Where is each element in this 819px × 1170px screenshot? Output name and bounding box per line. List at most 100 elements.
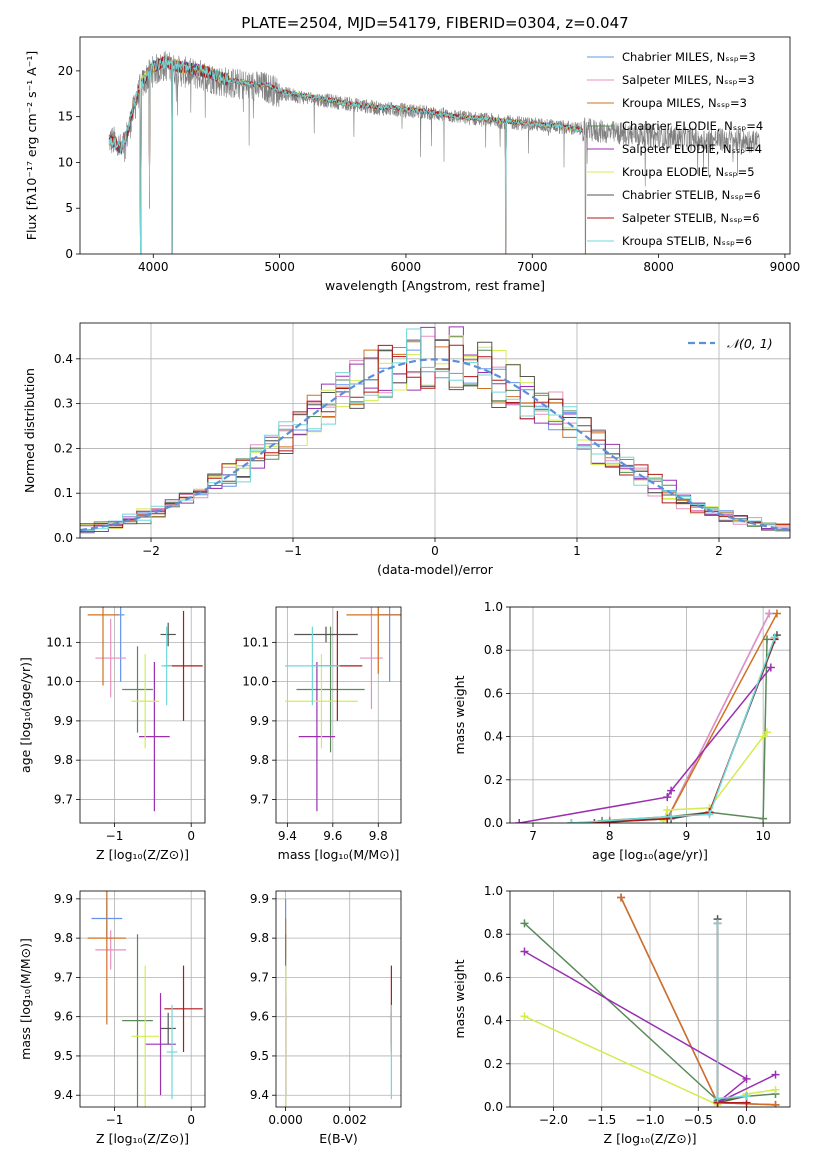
- y-tick-label: 10.1: [242, 635, 269, 649]
- weight-marker: [771, 1085, 780, 1094]
- weight-line: [571, 634, 778, 823]
- x-axis-label: Z [log₁₀(Z/Z⊙)]: [604, 1131, 697, 1146]
- weight-line: [716, 923, 747, 1100]
- legend-label: Salpeter STELIB, Nₛₛₚ=6: [622, 211, 760, 225]
- legend-label: Salpeter MILES, Nₛₛₚ=3: [622, 73, 755, 87]
- plot-area: [520, 893, 780, 1107]
- x-tick-label: 0: [187, 829, 195, 843]
- histogram-step: [80, 328, 790, 538]
- plot-area: [87, 607, 203, 812]
- x-axis-label: (data-model)/error: [377, 562, 494, 577]
- y-tick-label: 9.8: [54, 753, 73, 767]
- y-axis-label: Normed distribution: [22, 368, 37, 493]
- y-tick-label: 10.0: [46, 675, 73, 689]
- x-tick-label: −1: [284, 544, 302, 558]
- legend-label: Kroupa MILES, Nₛₛₚ=3: [622, 96, 747, 110]
- plot-area: [87, 891, 203, 1107]
- axes-frame: [275, 890, 402, 1108]
- y-axis-label: mass weight: [452, 675, 467, 754]
- weight-marker: [567, 819, 576, 823]
- plot-area: [515, 609, 781, 823]
- panel-mass-weight-vs-Z: −2.0 −1.5 −1.0 −0.5 0.0 0.0 0.2 0.4 0.6 0.8 1.0 Z […: [452, 884, 791, 1146]
- y-tick-label: 9.7: [250, 792, 269, 806]
- weight-line: [609, 613, 778, 822]
- y-tick-label: 5: [65, 201, 73, 215]
- y-tick-label: 9.6: [54, 1010, 73, 1024]
- x-tick-label: −1: [106, 829, 124, 843]
- x-tick-label: 0: [187, 1113, 195, 1127]
- weight-marker: [520, 947, 529, 956]
- y-tick-label: 9.7: [54, 970, 73, 984]
- legend-label: Kroupa STELIB, Nₛₛₚ=6: [622, 234, 752, 248]
- y-tick-label: 0.0: [484, 1100, 503, 1114]
- x-tick-label: 4000: [138, 260, 169, 274]
- y-tick-label: 0.2: [484, 1057, 503, 1071]
- x-tick-label: 0.002: [333, 1113, 367, 1127]
- y-axis-label: mass weight: [452, 959, 467, 1038]
- model-spectrum-line: [108, 56, 583, 254]
- weight-marker: [667, 786, 676, 795]
- weight-line: [662, 731, 768, 822]
- y-tick-label: 15: [58, 110, 73, 124]
- panel-spectrum: 4000 5000 6000 7000 8000 9000 0 5 10 15 20 waveleng…: [24, 36, 801, 293]
- y-tick-label: 20: [58, 64, 73, 78]
- x-tick-label: 1: [573, 544, 581, 558]
- y-tick-label: 9.9: [54, 714, 73, 728]
- y-tick-label: 0.8: [484, 927, 503, 941]
- legend-label: Kroupa ELODIE, Nₛₛₚ=5: [622, 165, 755, 179]
- weight-marker: [590, 819, 599, 823]
- y-axis-label: mass [log₁₀(M/M⊙)]: [18, 938, 33, 1060]
- x-axis-label: wavelength [Angstrom, rest frame]: [325, 278, 545, 293]
- x-tick-label: 8: [606, 829, 614, 843]
- weight-marker: [705, 810, 714, 819]
- grid: [80, 891, 205, 1107]
- weight-marker: [771, 1100, 780, 1107]
- y-tick-label: 1.0: [484, 600, 503, 614]
- weight-marker: [765, 609, 774, 618]
- panel-mass-vs-Z: −1 0 9.4 9.5 9.6 9.7 9.8 9.9 Z [log₁₀(Z/Z⊙)] mass…: [18, 890, 206, 1146]
- y-tick-label: 0.6: [484, 686, 503, 700]
- axes-frame: [79, 606, 206, 824]
- y-tick-label: 0: [65, 247, 73, 261]
- model-spectrum-line: [108, 56, 583, 254]
- weight-line: [523, 922, 776, 1102]
- y-tick-label: 0.2: [54, 441, 73, 455]
- y-tick-label: 1.0: [484, 884, 503, 898]
- x-tick-label: 5000: [264, 260, 295, 274]
- y-tick-label: 9.4: [54, 1088, 73, 1102]
- panel-mass-weight-vs-age: 7 8 9 10 0.0 0.2 0.4 0.6 0.8 1.0 age [log₁₀(age/yr…: [452, 600, 791, 862]
- axes-frame: [509, 890, 791, 1108]
- grid: [510, 606, 790, 824]
- x-tick-label: 6000: [391, 260, 422, 274]
- x-tick-label: 9000: [770, 260, 801, 274]
- x-tick-label: 9.4: [278, 829, 297, 843]
- legend-label: 𝒩(0, 1): [727, 336, 773, 351]
- weight-marker: [771, 1070, 780, 1079]
- legend-label: Chabrier MILES, Nₛₛₚ=3: [622, 50, 756, 64]
- weight-marker: [772, 609, 781, 618]
- grid: [276, 607, 401, 823]
- panel-age-vs-Z: −1 0 9.7 9.8 9.9 10.0 10.1 Z [log₁₀(Z/Z⊙)] age […: [18, 606, 206, 862]
- model-spectrum-line: [108, 56, 583, 254]
- model-spectrum-line: [108, 56, 583, 254]
- axes-frame: [79, 890, 206, 1108]
- weight-marker: [663, 793, 672, 802]
- x-tick-label: −1: [106, 1113, 124, 1127]
- weight-line: [716, 919, 747, 1104]
- grid: [80, 607, 205, 823]
- y-tick-label: 9.8: [250, 931, 269, 945]
- x-axis-label: mass [log₁₀(M/M⊙)]: [278, 847, 400, 862]
- plot-area: [80, 326, 790, 538]
- grid: [276, 891, 401, 1107]
- panel-mass-vs-ebv: 0.000 0.002 9.4 9.5 9.6 9.7 9.8 9.9 E(B-V): [250, 890, 402, 1146]
- grid: [510, 890, 790, 1108]
- y-tick-label: 10.1: [46, 635, 73, 649]
- y-tick-label: 0.2: [484, 773, 503, 787]
- y-tick-label: 9.9: [250, 714, 269, 728]
- y-tick-label: 9.8: [250, 753, 269, 767]
- y-tick-label: 0.8: [484, 643, 503, 657]
- weight-marker: [742, 1092, 751, 1101]
- y-tick-label: 0.1: [54, 486, 73, 500]
- y-tick-label: 0.4: [484, 1014, 503, 1028]
